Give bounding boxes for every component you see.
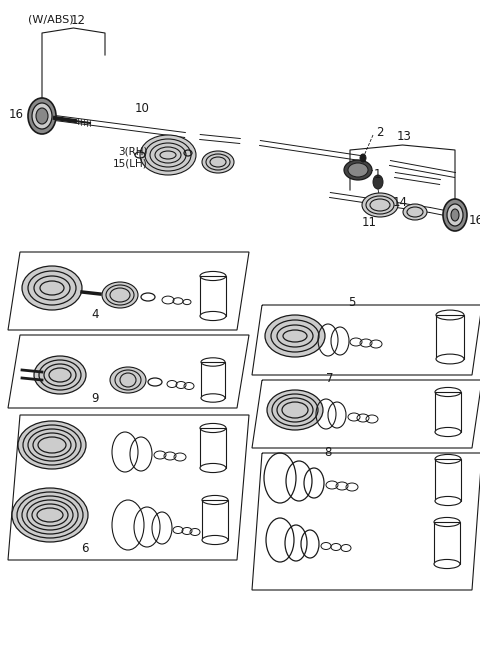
- Ellipse shape: [28, 98, 56, 134]
- Ellipse shape: [102, 282, 138, 308]
- Ellipse shape: [348, 163, 368, 177]
- Text: 1: 1: [374, 169, 382, 182]
- Bar: [434, 522, 460, 564]
- Ellipse shape: [435, 428, 461, 436]
- Text: 8: 8: [324, 445, 332, 459]
- Ellipse shape: [435, 497, 461, 506]
- Ellipse shape: [34, 356, 86, 394]
- Ellipse shape: [32, 103, 52, 129]
- Ellipse shape: [447, 204, 463, 226]
- Ellipse shape: [362, 193, 398, 217]
- Text: 16: 16: [469, 213, 480, 226]
- Ellipse shape: [344, 160, 372, 180]
- Ellipse shape: [374, 177, 382, 187]
- Text: 14: 14: [393, 195, 408, 209]
- Ellipse shape: [140, 135, 196, 175]
- Text: 9: 9: [91, 392, 99, 405]
- Ellipse shape: [202, 151, 234, 173]
- Ellipse shape: [265, 315, 325, 357]
- Ellipse shape: [201, 394, 225, 402]
- Bar: [435, 459, 461, 501]
- Ellipse shape: [443, 199, 467, 231]
- Bar: [201, 362, 225, 398]
- Text: 15(LH): 15(LH): [113, 158, 148, 168]
- Text: 12: 12: [71, 14, 86, 26]
- Ellipse shape: [267, 390, 323, 430]
- Text: 13: 13: [397, 131, 412, 144]
- Ellipse shape: [18, 421, 86, 469]
- Bar: [435, 392, 461, 432]
- Ellipse shape: [202, 535, 228, 544]
- Ellipse shape: [22, 266, 82, 310]
- Text: (W/ABS): (W/ABS): [28, 14, 73, 24]
- Ellipse shape: [451, 209, 459, 221]
- Bar: [200, 276, 226, 316]
- Ellipse shape: [403, 204, 427, 220]
- Bar: [202, 500, 228, 540]
- Text: 7: 7: [326, 371, 334, 384]
- Text: 4: 4: [91, 308, 99, 321]
- Text: 10: 10: [135, 102, 150, 115]
- Ellipse shape: [360, 154, 366, 162]
- Text: 16: 16: [9, 108, 24, 121]
- Ellipse shape: [434, 560, 460, 569]
- Ellipse shape: [200, 312, 226, 321]
- Bar: [436, 315, 464, 359]
- Text: 5: 5: [348, 295, 356, 308]
- Ellipse shape: [436, 354, 464, 364]
- Text: 11: 11: [362, 216, 377, 228]
- Text: 2: 2: [376, 125, 384, 138]
- Ellipse shape: [375, 178, 381, 186]
- Ellipse shape: [200, 463, 226, 472]
- Bar: [200, 428, 226, 468]
- Text: 3(RH): 3(RH): [119, 147, 148, 157]
- Text: 6: 6: [81, 541, 89, 554]
- Ellipse shape: [110, 367, 146, 393]
- Ellipse shape: [12, 488, 88, 542]
- Ellipse shape: [373, 175, 383, 189]
- Ellipse shape: [36, 108, 48, 124]
